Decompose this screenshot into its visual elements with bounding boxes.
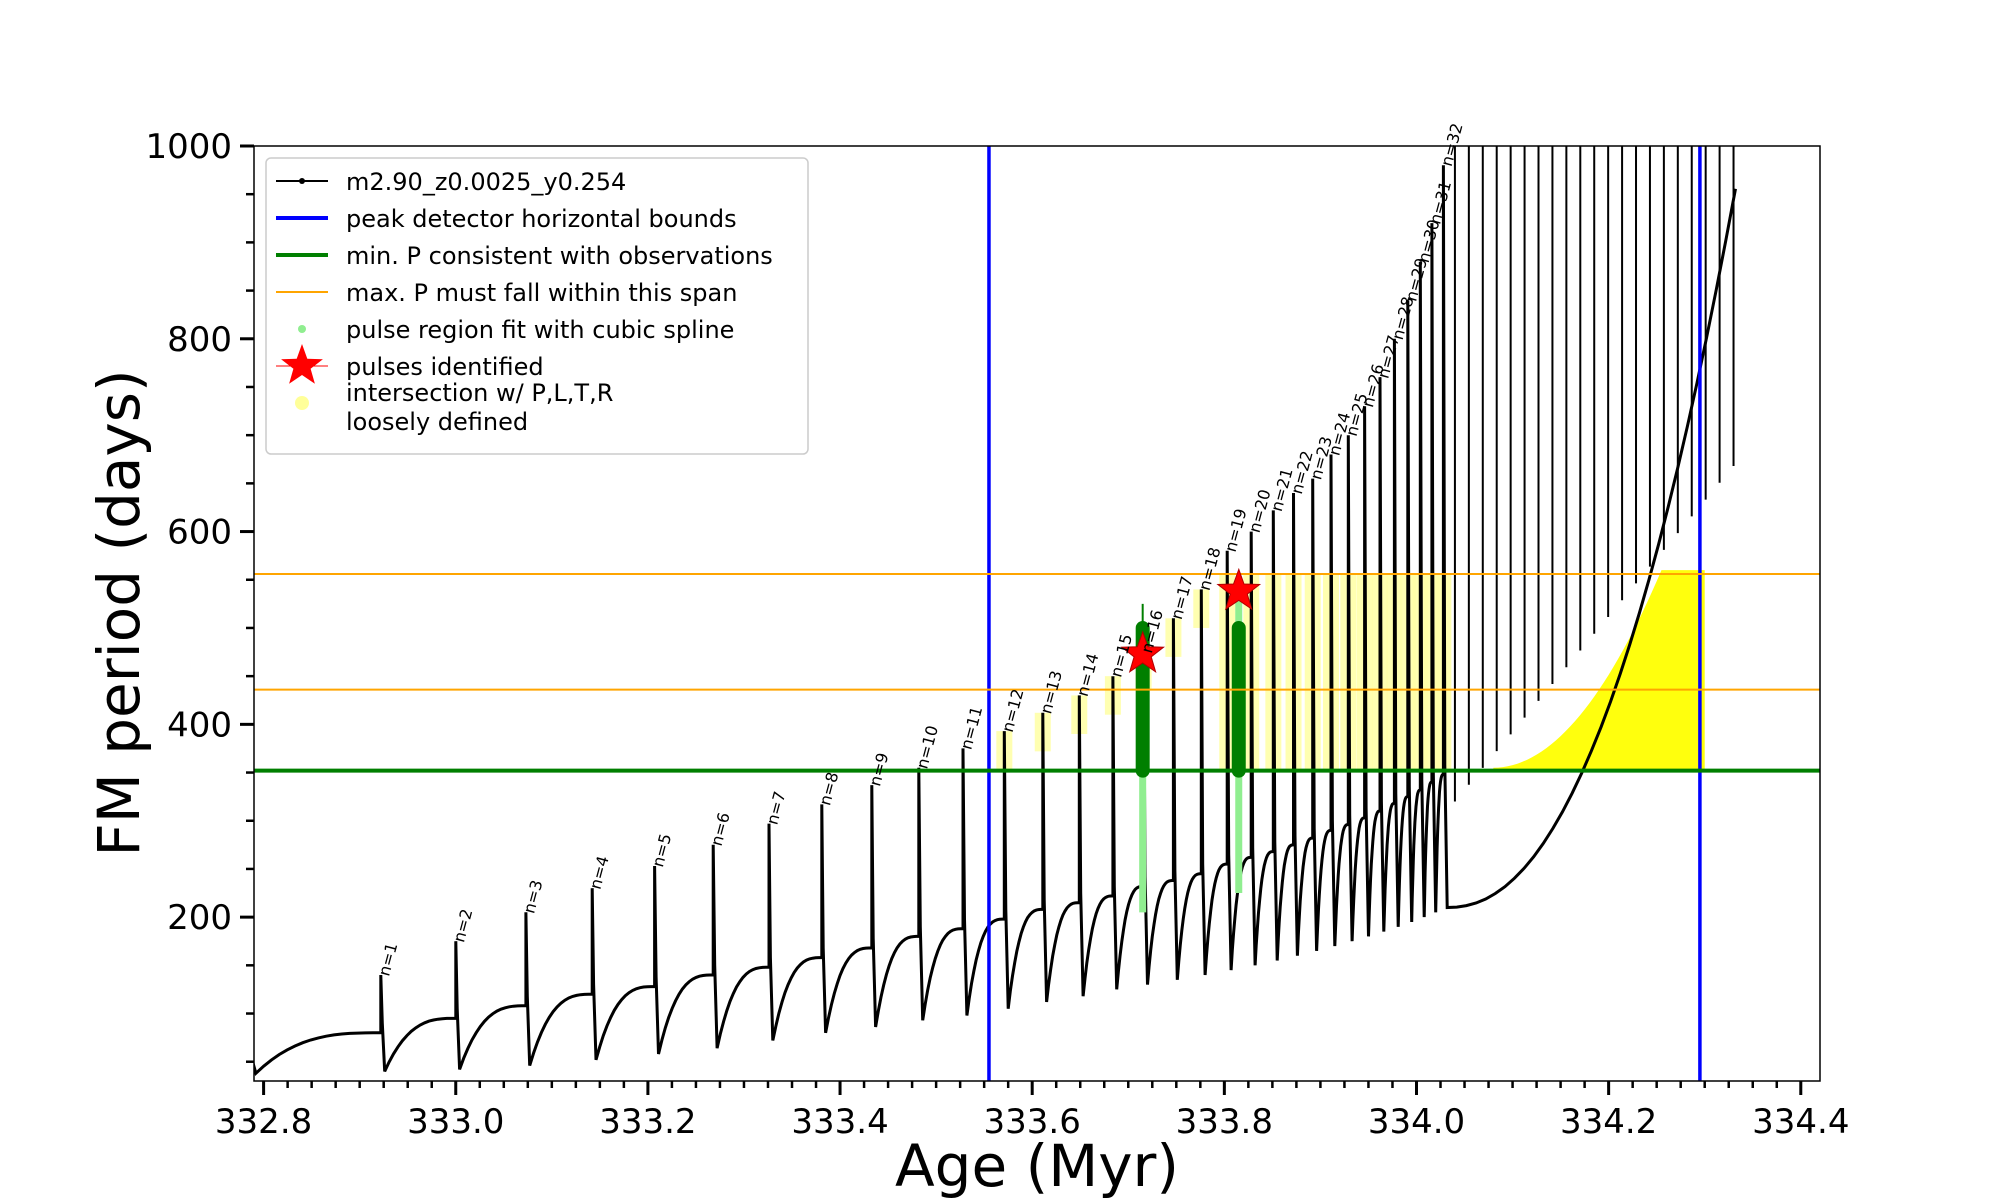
pulse-label-3: n=3	[519, 878, 546, 916]
pulse-label-2: n=2	[449, 907, 476, 945]
y-tick-label: 600	[167, 513, 232, 553]
y-tick-label: 400	[167, 705, 232, 745]
legend-label-4: max. P must fall within this span	[346, 279, 737, 307]
pulse-identified-star-2	[1216, 567, 1262, 611]
pulse-label-12: n=12	[998, 687, 1028, 734]
pulse-label-10: n=10	[912, 723, 942, 770]
pulse-label-6: n=6	[707, 810, 734, 848]
y-tick-label: 800	[167, 320, 232, 360]
legend-label-7: intersection w/ P,L,T,R	[346, 379, 613, 407]
legend-label-3: min. P consistent with observations	[346, 242, 773, 270]
x-axis-label: Age (Myr)	[895, 1132, 1179, 1200]
pulse-label-32: n=32	[1437, 121, 1467, 168]
pulse-label-9: n=9	[865, 751, 892, 789]
legend-swatch-dot-5	[298, 325, 306, 333]
pulse-label-8: n=8	[815, 770, 842, 808]
x-tick-label: 333.8	[1176, 1102, 1273, 1142]
x-tick-label: 333.4	[791, 1102, 888, 1142]
plot-frame	[253, 145, 1821, 1082]
x-tick-label: 334.0	[1368, 1102, 1465, 1142]
overlay-layer	[254, 146, 1820, 1081]
y-tick-label: 200	[167, 898, 232, 938]
x-tick-label: 333.6	[984, 1102, 1081, 1142]
legend-label-2: peak detector horizontal bounds	[346, 205, 737, 233]
x-tick-label: 334.2	[1560, 1102, 1657, 1142]
pulse-label-31: n=31	[1425, 179, 1455, 226]
pulse-label-4: n=4	[586, 854, 613, 892]
legend-label-7-line2: loosely defined	[346, 408, 528, 436]
track-layer	[254, 146, 1737, 1077]
legend-label-6: pulses identified	[346, 353, 544, 381]
x-tick-label: 333.2	[599, 1102, 696, 1142]
y-tick-label: 1000	[145, 127, 232, 167]
legend-label-5: pulse region fit with cubic spline	[346, 316, 734, 344]
pulse-label-11: n=11	[957, 704, 987, 751]
x-tick-label: 333.0	[407, 1102, 504, 1142]
x-tick-label: 332.8	[215, 1102, 312, 1142]
pulse-label-7: n=7	[762, 789, 789, 827]
legend-swatch-marker	[299, 178, 305, 184]
legend-box	[265, 157, 809, 455]
legend-swatch-dot-7	[295, 396, 309, 410]
x-tick-label: 334.4	[1752, 1102, 1849, 1142]
legend-swatch-star	[281, 344, 323, 384]
pulse-identified-star-1	[1120, 630, 1166, 674]
pulse-label-13: n=13	[1036, 668, 1066, 715]
axes-layer: 332.8 333.0 333.2 333.4 333.6 333.8 334.0 334.2…	[145, 127, 1849, 1142]
y-axis-label: FM period (days)	[85, 369, 153, 856]
legend-label-1: m2.90_z0.0025_y0.254	[346, 168, 626, 196]
pulse-label-17: n=17	[1167, 574, 1197, 621]
loose-region-late-wedge	[1493, 570, 1705, 771]
pulse-label-5: n=5	[648, 832, 675, 870]
pulse-label-14: n=14	[1073, 651, 1103, 698]
pulse-label-1: n=1	[374, 941, 401, 979]
model-track-line	[254, 165, 1737, 1077]
